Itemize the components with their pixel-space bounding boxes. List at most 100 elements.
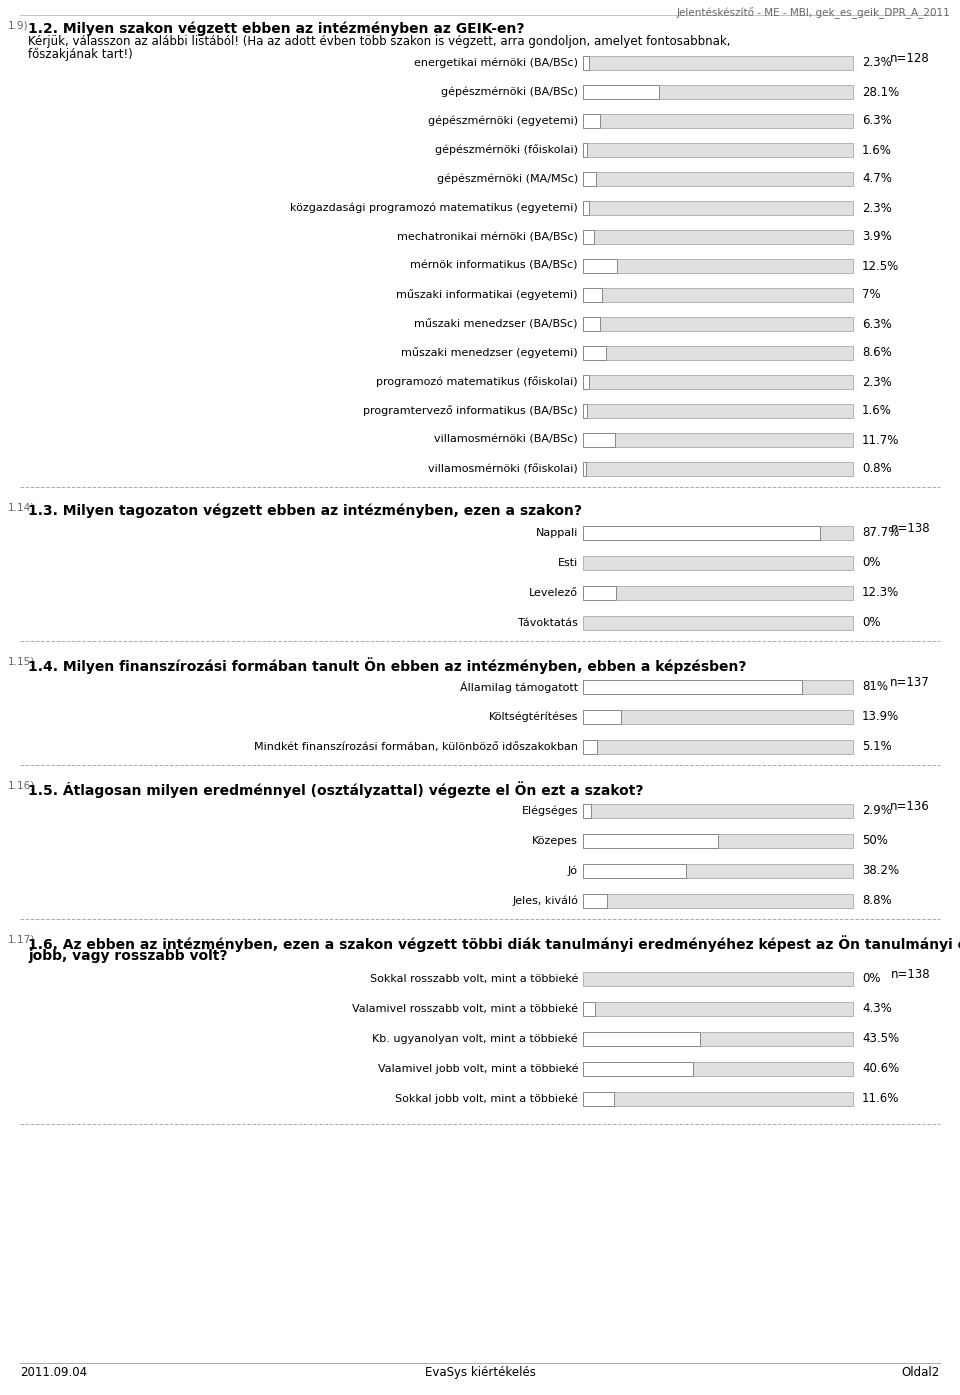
FancyBboxPatch shape (583, 317, 600, 331)
FancyBboxPatch shape (583, 526, 853, 540)
Text: 2011.09.04: 2011.09.04 (20, 1366, 87, 1380)
FancyBboxPatch shape (583, 259, 616, 273)
Text: 1.6%: 1.6% (862, 144, 892, 156)
Text: villamosmérnöki (főiskolai): villamosmérnöki (főiskolai) (428, 463, 578, 474)
Text: 8.8%: 8.8% (862, 894, 892, 908)
Text: 1.4. Milyen finanszírozási formában tanult Ön ebben az intézményben, ebben a kép: 1.4. Milyen finanszírozási formában tanu… (28, 657, 747, 674)
FancyBboxPatch shape (583, 617, 853, 631)
Text: műszaki menedzser (egyetemi): műszaki menedzser (egyetemi) (401, 347, 578, 359)
Text: mérnök informatikus (BA/BSc): mérnök informatikus (BA/BSc) (411, 261, 578, 271)
Text: 1.9): 1.9) (8, 21, 29, 31)
Text: Költségtérítéses: Költségtérítéses (489, 711, 578, 723)
Text: Jelentéskészítő - ME - MBI, gek_es_geik_DPR_A_2011: Jelentéskészítő - ME - MBI, gek_es_geik_… (676, 7, 950, 20)
FancyBboxPatch shape (583, 114, 853, 128)
Text: 1.16): 1.16) (8, 781, 36, 791)
Text: 1.2. Milyen szakon végzett ebben az intézményben az GEIK-en?: 1.2. Milyen szakon végzett ebben az inté… (28, 21, 524, 35)
Text: 1.15): 1.15) (8, 657, 36, 667)
FancyBboxPatch shape (583, 56, 853, 70)
FancyBboxPatch shape (583, 56, 589, 70)
FancyBboxPatch shape (583, 346, 853, 360)
Text: 11.6%: 11.6% (862, 1092, 900, 1105)
Text: gépészmérnöki (BA/BSc): gépészmérnöki (BA/BSc) (441, 86, 578, 98)
Text: jobb, vagy rosszabb volt?: jobb, vagy rosszabb volt? (28, 949, 228, 963)
FancyBboxPatch shape (583, 710, 853, 724)
Text: Sokkal jobb volt, mint a többieké: Sokkal jobb volt, mint a többieké (396, 1094, 578, 1105)
Text: 28.1%: 28.1% (862, 85, 900, 99)
FancyBboxPatch shape (583, 679, 802, 693)
Text: 8.6%: 8.6% (862, 346, 892, 360)
FancyBboxPatch shape (583, 172, 853, 186)
Text: 2.3%: 2.3% (862, 57, 892, 70)
Text: EvaSys kiértékelés: EvaSys kiértékelés (424, 1366, 536, 1380)
FancyBboxPatch shape (583, 972, 853, 986)
FancyBboxPatch shape (583, 201, 589, 215)
Text: gépészmérnöki (MA/MSc): gépészmérnöki (MA/MSc) (437, 174, 578, 184)
FancyBboxPatch shape (583, 1092, 853, 1106)
Text: Valamivel rosszabb volt, mint a többieké: Valamivel rosszabb volt, mint a többieké (352, 1004, 578, 1014)
FancyBboxPatch shape (583, 230, 593, 244)
Text: 0%: 0% (862, 617, 880, 629)
FancyBboxPatch shape (583, 432, 614, 446)
FancyBboxPatch shape (583, 710, 620, 724)
Text: 40.6%: 40.6% (862, 1063, 900, 1076)
FancyBboxPatch shape (583, 864, 853, 877)
Text: 0.8%: 0.8% (862, 463, 892, 476)
Text: műszaki menedzser (BA/BSc): műszaki menedzser (BA/BSc) (415, 319, 578, 329)
Text: 50%: 50% (862, 834, 888, 848)
Text: n=136: n=136 (890, 801, 930, 813)
Text: Valamivel jobb volt, mint a többieké: Valamivel jobb volt, mint a többieké (377, 1064, 578, 1074)
Text: 7%: 7% (862, 289, 880, 301)
FancyBboxPatch shape (583, 346, 606, 360)
Text: 4.7%: 4.7% (862, 173, 892, 186)
FancyBboxPatch shape (583, 557, 853, 571)
FancyBboxPatch shape (583, 259, 853, 273)
Text: műszaki informatikai (egyetemi): műszaki informatikai (egyetemi) (396, 290, 578, 300)
FancyBboxPatch shape (583, 586, 616, 600)
FancyBboxPatch shape (583, 85, 853, 99)
FancyBboxPatch shape (583, 85, 659, 99)
Text: közgazdasági programozó matematikus (egyetemi): közgazdasági programozó matematikus (egy… (290, 202, 578, 213)
Text: n=138: n=138 (890, 968, 930, 982)
FancyBboxPatch shape (583, 894, 853, 908)
FancyBboxPatch shape (583, 144, 588, 158)
Text: 12.5%: 12.5% (862, 259, 900, 272)
FancyBboxPatch shape (583, 834, 718, 848)
Text: Jeles, kiváló: Jeles, kiváló (512, 896, 578, 907)
FancyBboxPatch shape (583, 462, 586, 476)
FancyBboxPatch shape (583, 1062, 692, 1076)
Text: 43.5%: 43.5% (862, 1032, 900, 1045)
FancyBboxPatch shape (583, 317, 853, 331)
FancyBboxPatch shape (583, 739, 597, 755)
Text: 12.3%: 12.3% (862, 586, 900, 600)
FancyBboxPatch shape (583, 405, 588, 418)
Text: Közepes: Közepes (532, 836, 578, 845)
Text: n=137: n=137 (890, 677, 930, 689)
Text: Esti: Esti (558, 558, 578, 568)
FancyBboxPatch shape (583, 287, 602, 301)
Text: 2.3%: 2.3% (862, 375, 892, 388)
FancyBboxPatch shape (583, 834, 853, 848)
Text: 6.3%: 6.3% (862, 318, 892, 331)
Text: gépészmérnöki (főiskolai): gépészmérnöki (főiskolai) (435, 145, 578, 155)
Text: 1.14): 1.14) (8, 504, 36, 513)
FancyBboxPatch shape (583, 114, 600, 128)
Text: mechatronikai mérnöki (BA/BSc): mechatronikai mérnöki (BA/BSc) (397, 232, 578, 241)
Text: Oldal2: Oldal2 (901, 1366, 940, 1380)
FancyBboxPatch shape (583, 1032, 701, 1046)
Text: 81%: 81% (862, 681, 888, 693)
Text: 38.2%: 38.2% (862, 865, 900, 877)
FancyBboxPatch shape (583, 804, 590, 817)
FancyBboxPatch shape (583, 526, 820, 540)
Text: 6.3%: 6.3% (862, 114, 892, 127)
FancyBboxPatch shape (583, 864, 686, 877)
FancyBboxPatch shape (583, 405, 853, 418)
Text: 87.7%: 87.7% (862, 526, 900, 540)
FancyBboxPatch shape (583, 894, 607, 908)
Text: gépészmérnöki (egyetemi): gépészmérnöki (egyetemi) (428, 116, 578, 127)
FancyBboxPatch shape (583, 201, 853, 215)
FancyBboxPatch shape (583, 739, 853, 755)
Text: Elégséges: Elégséges (521, 806, 578, 816)
Text: 4.3%: 4.3% (862, 1003, 892, 1016)
Text: 1.5. Átlagosan milyen eredménnyel (osztályzattal) végezte el Ön ezt a szakot?: 1.5. Átlagosan milyen eredménnyel (osztá… (28, 781, 643, 798)
Text: Nappali: Nappali (536, 527, 578, 538)
